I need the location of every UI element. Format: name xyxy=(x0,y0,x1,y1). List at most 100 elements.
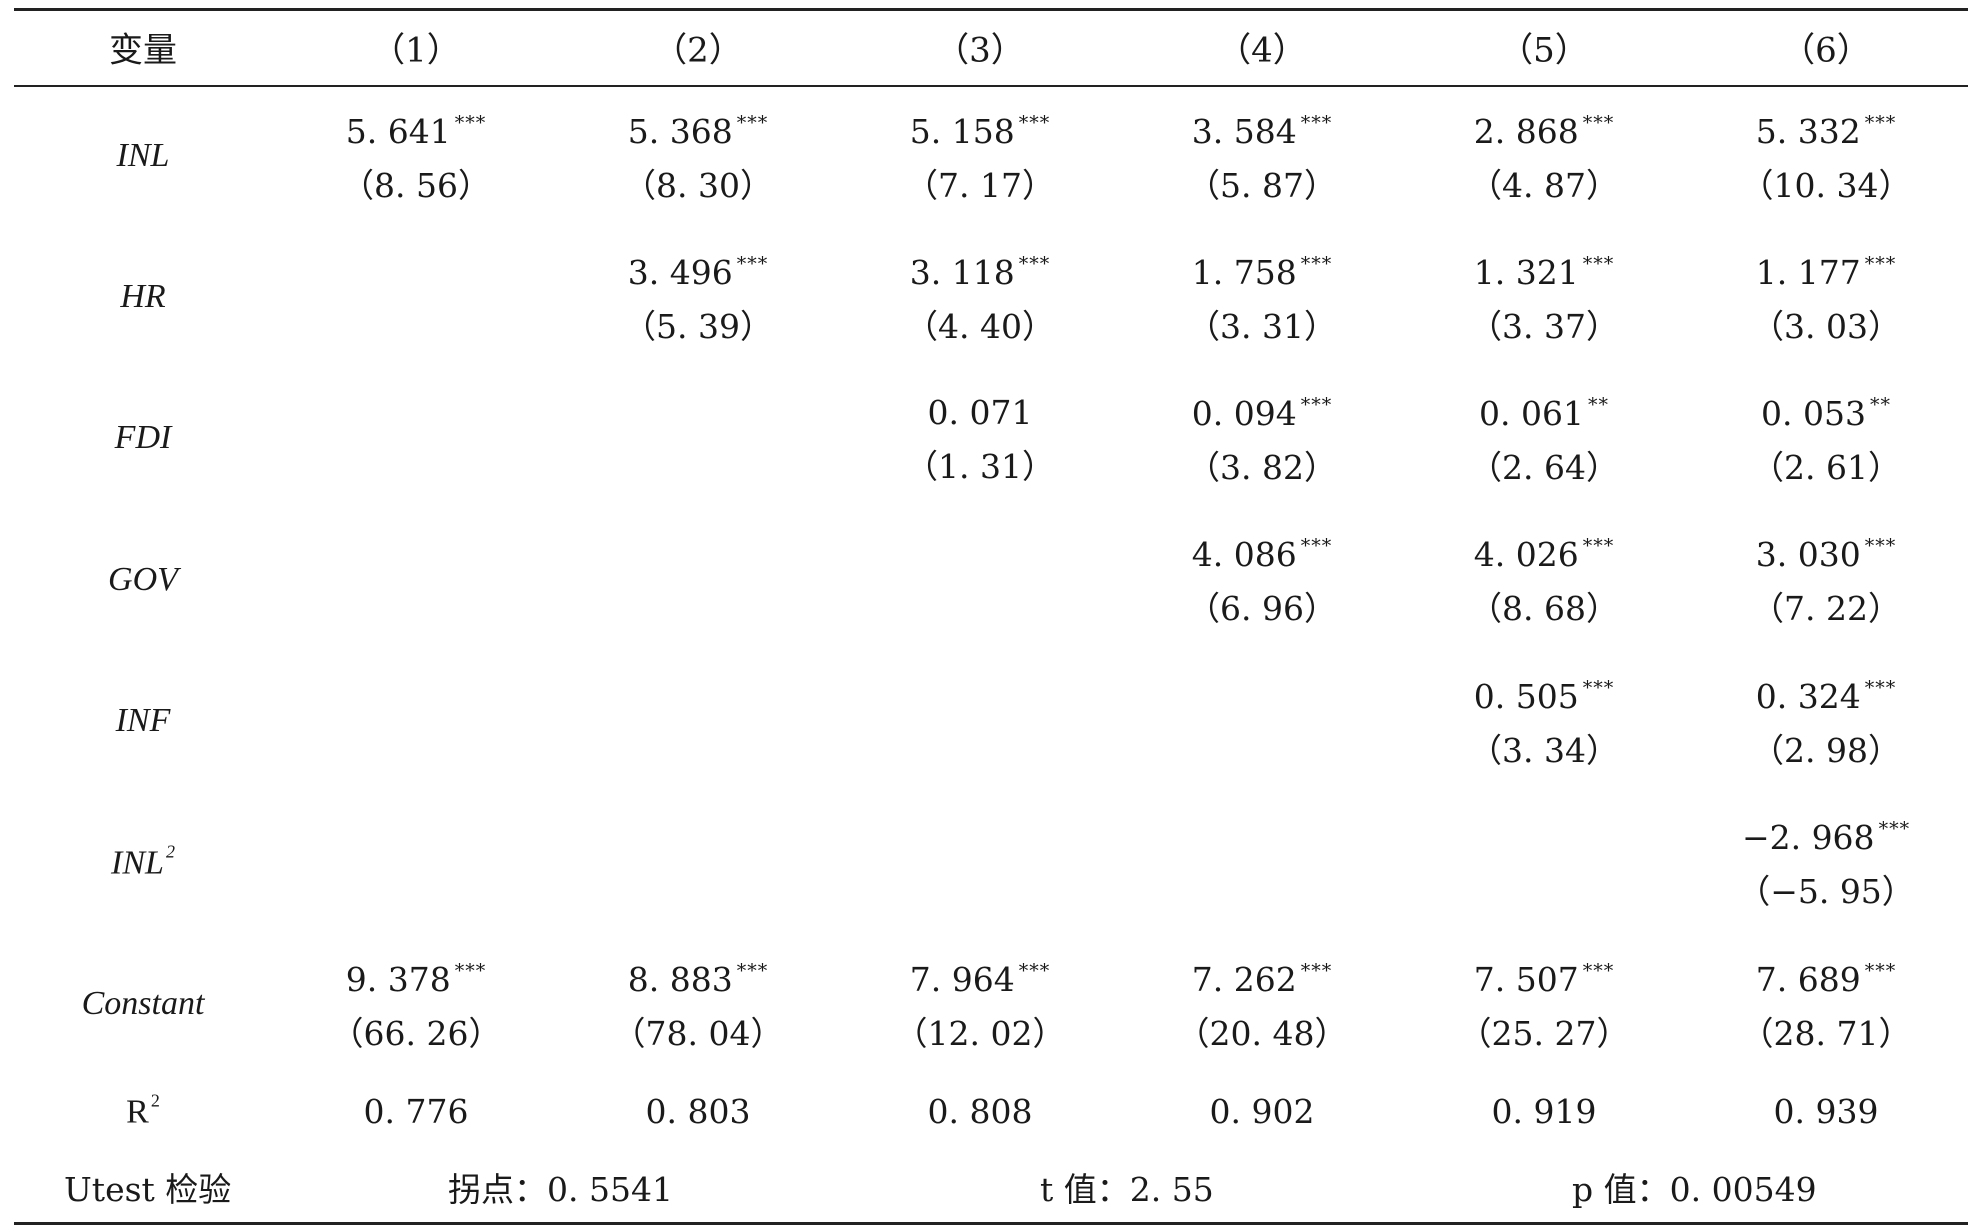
coefficient-number: 7. 689 xyxy=(1755,960,1861,999)
significance-stars: *** xyxy=(1864,960,1897,982)
coefficient-number: 8. 883 xyxy=(627,960,733,999)
significance-stars: *** xyxy=(454,112,487,134)
coefficient-number: 1. 177 xyxy=(1755,253,1861,292)
coefficient-value: 3. 496 *** xyxy=(628,253,769,290)
coefficient-value: 7. 262 *** xyxy=(1192,962,1332,997)
coefficient-value: 0. 071 xyxy=(928,396,1033,429)
header-column-2: （2） xyxy=(653,30,743,71)
utest-label: Utest 检验 xyxy=(64,1170,232,1209)
coefficient-value: 1. 177 *** xyxy=(1755,253,1897,292)
t-statistic: （28. 71） xyxy=(1740,1014,1912,1053)
coefficient-number: 0. 071 xyxy=(927,393,1033,432)
row-label-constant: Constant xyxy=(81,985,205,1022)
t-statistic: （7. 17） xyxy=(905,166,1055,205)
t-statistic: （10. 34） xyxy=(1740,166,1912,205)
t-statistic: （4. 40） xyxy=(905,307,1055,346)
t-statistic: （25. 27） xyxy=(1458,1014,1630,1053)
coefficient-cell: 0. 061 ** （2. 64） xyxy=(1469,394,1619,487)
coefficient-cell: 5. 158 *** （7. 17） xyxy=(905,112,1055,205)
coefficient-number: 0. 053 xyxy=(1761,394,1866,433)
t-statistic: （66. 26） xyxy=(330,1014,502,1053)
t-statistic: （20. 48） xyxy=(1176,1014,1348,1053)
header-column-1: （1） xyxy=(371,30,461,71)
coefficient-value: 5. 368 *** xyxy=(627,112,768,151)
t-statistic: （6. 96） xyxy=(1187,589,1337,628)
coefficient-cell: 3. 118 *** （4. 40） xyxy=(905,253,1055,346)
coefficient-number: 0. 324 xyxy=(1755,677,1861,716)
coefficient-cell: 3. 584 *** （5. 87） xyxy=(1187,114,1337,205)
coefficient-number: 2. 868 xyxy=(1473,112,1579,151)
significance-stars: *** xyxy=(1018,112,1051,134)
t-statistic: （3. 37） xyxy=(1469,307,1619,346)
coefficient-number: 4. 026 xyxy=(1473,535,1579,574)
header-column-3: （3） xyxy=(935,30,1025,71)
coefficient-cell: 4. 086 *** （6. 96） xyxy=(1187,537,1337,628)
coefficient-cell: 1. 177 *** （3. 03） xyxy=(1751,253,1901,346)
coefficient-value: 5. 332 *** xyxy=(1756,112,1897,149)
coefficient-value: 4. 086 *** xyxy=(1192,537,1332,572)
coefficient-number: −2. 968 xyxy=(1741,818,1875,857)
r2-value: 0. 808 xyxy=(927,1092,1033,1131)
coefficient-value: 7. 964 *** xyxy=(910,962,1050,997)
coefficient-cell: 7. 507 *** （25. 27） xyxy=(1458,962,1630,1053)
t-statistic: （3. 03） xyxy=(1751,307,1901,346)
coefficient-cell: 7. 262 *** （20. 48） xyxy=(1176,962,1348,1053)
r2-value: 0. 939 xyxy=(1773,1092,1879,1131)
t-statistic: （7. 22） xyxy=(1751,589,1901,628)
significance-stars: *** xyxy=(1864,535,1897,557)
row-label-inf: INF xyxy=(115,702,171,739)
coefficient-value: 1. 321 *** xyxy=(1473,253,1614,292)
coefficient-cell: 0. 094 *** （3. 82） xyxy=(1187,396,1337,487)
row-label-hr: HR xyxy=(120,278,166,315)
coefficient-cell: 9. 378 *** （66. 26） xyxy=(330,960,502,1053)
header-rule xyxy=(14,85,1968,87)
top-rule xyxy=(14,8,1968,11)
coefficient-value: 0. 094 *** xyxy=(1192,396,1332,431)
bottom-rule xyxy=(14,1222,1968,1225)
r-squared-exponent: 2 xyxy=(150,1090,160,1111)
coefficient-cell: 1. 321 *** （3. 37） xyxy=(1469,253,1619,346)
coefficient-number: 0. 061 xyxy=(1479,394,1584,433)
coefficient-cell: 7. 964 *** （12. 02） xyxy=(894,962,1066,1053)
coefficient-value: 3. 030 *** xyxy=(1756,535,1897,572)
coefficient-number: 0. 505 xyxy=(1473,677,1579,716)
t-statistic: （8. 30） xyxy=(623,166,773,205)
header-column-6: （6） xyxy=(1781,30,1871,71)
t-statistic: （2. 61） xyxy=(1751,448,1901,487)
r2-value: 0. 776 xyxy=(363,1092,469,1131)
coefficient-value: 3. 118 *** xyxy=(909,253,1051,292)
coefficient-value: 8. 883 *** xyxy=(627,960,769,999)
t-statistic: （2. 98） xyxy=(1751,731,1901,770)
coefficient-cell: −2. 968 *** （−5. 95） xyxy=(1737,818,1915,909)
t-statistic: （5. 87） xyxy=(1187,166,1337,205)
significance-stars: *** xyxy=(1864,112,1897,134)
coefficient-number: 1. 758 xyxy=(1191,253,1297,292)
t-statistic: （2. 64） xyxy=(1469,448,1619,487)
coefficient-number: 5. 368 xyxy=(627,112,733,151)
coefficient-value: 5. 158 *** xyxy=(910,112,1051,149)
coefficient-cell: 5. 368 *** （8. 30） xyxy=(623,112,773,205)
coefficient-value: 9. 378 *** xyxy=(346,960,487,997)
t-statistic: （8. 56） xyxy=(341,166,491,205)
significance-stars: *** xyxy=(736,253,769,275)
significance-stars: *** xyxy=(454,960,487,982)
significance-stars: *** xyxy=(1300,253,1333,275)
row-label-inl: INL xyxy=(116,137,170,174)
coefficient-value: 5. 641 *** xyxy=(346,112,487,149)
t-statistic: （12. 02） xyxy=(894,1014,1066,1053)
significance-stars: *** xyxy=(1018,253,1051,275)
significance-stars: *** xyxy=(1864,677,1897,699)
coefficient-value: 7. 507 *** xyxy=(1474,962,1614,997)
coefficient-number: 1. 321 xyxy=(1473,253,1579,292)
r2-value: 0. 919 xyxy=(1491,1092,1597,1131)
significance-stars: *** xyxy=(1864,253,1897,275)
t-statistic: （3. 34） xyxy=(1469,731,1619,770)
significance-stars: *** xyxy=(736,960,769,982)
t-statistic: （4. 87） xyxy=(1469,166,1619,205)
t-statistic: （3. 82） xyxy=(1187,448,1337,487)
coefficient-cell: 4. 026 *** （8. 68） xyxy=(1469,535,1619,626)
significance-stars: *** xyxy=(1878,818,1911,840)
coefficient-number: 3. 118 xyxy=(909,253,1015,292)
inl-squared-exponent: 2 xyxy=(165,841,175,862)
significance-stars: *** xyxy=(1582,112,1615,134)
